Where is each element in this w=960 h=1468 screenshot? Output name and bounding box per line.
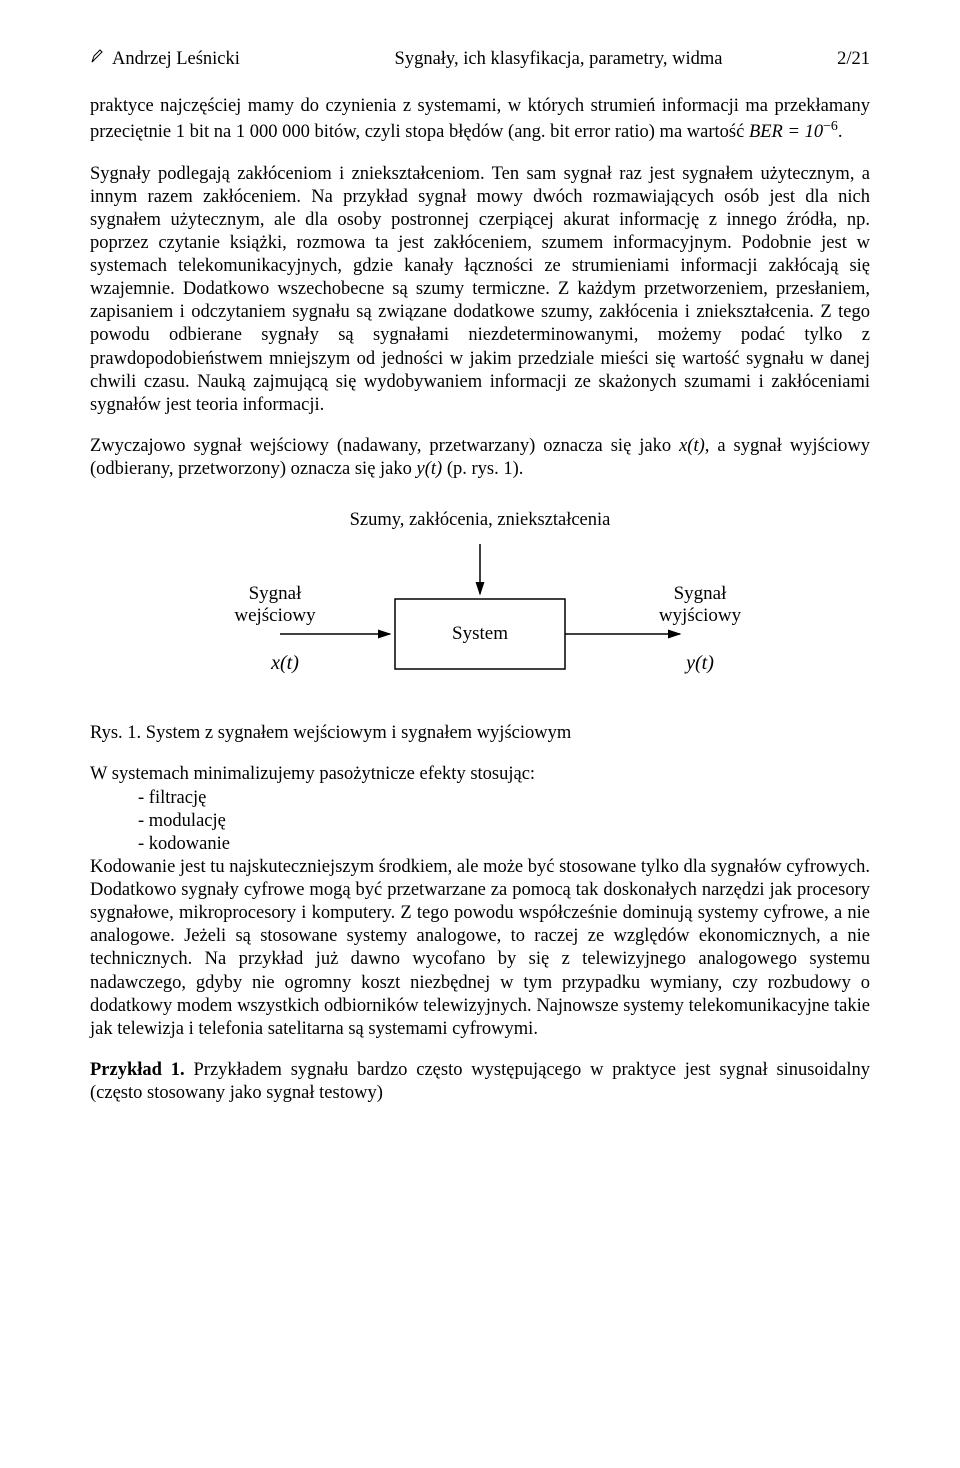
header-page-number: 2/21 xyxy=(837,48,870,71)
paragraph-3: Zwyczajowo sygnał wejściowy (nadawany, p… xyxy=(90,435,870,481)
author-name: Andrzej Leśnicki xyxy=(112,48,240,71)
page: Andrzej Leśnicki Sygnały, ich klasyfikac… xyxy=(0,0,960,1183)
para3-x: x(t) xyxy=(679,436,705,456)
para3-y: y(t) xyxy=(417,459,443,479)
figure-caption: Rys. 1. System z sygnałem wejściowym i s… xyxy=(90,722,870,745)
para4-intro: W systemach minimalizujemy pasożytnicze … xyxy=(90,763,870,786)
list-item-modulation: - modulację xyxy=(138,810,870,833)
list-item-filter: - filtrację xyxy=(138,787,870,810)
diagram-svg: System Sygnał wejściowy x(t) Sygnał wyjś… xyxy=(190,544,770,694)
para1-math: BER = 10 xyxy=(749,122,823,142)
system-diagram: Szumy, zakłócenia, zniekształcenia Syste… xyxy=(190,509,770,694)
methods-list: - filtrację - modulację - kodowanie xyxy=(90,787,870,856)
para3-text-c: (p. rys. 1). xyxy=(442,459,523,479)
para4-rest: Kodowanie jest tu najskuteczniejszym śro… xyxy=(90,856,870,1041)
para5-rest: Przykładem sygnału bardzo często występu… xyxy=(90,1060,870,1103)
paragraph-2: Sygnały podlegają zakłóceniom i zniekszt… xyxy=(90,163,870,417)
para2-text: Sygnały podlegają zakłóceniom i zniekszt… xyxy=(90,163,870,417)
output-label-2: wyjściowy xyxy=(659,605,742,626)
page-header: Andrzej Leśnicki Sygnały, ich klasyfikac… xyxy=(90,48,870,71)
diagram-top-label: Szumy, zakłócenia, zniekształcenia xyxy=(190,509,770,532)
input-label-2: wejściowy xyxy=(234,605,316,626)
output-label-1: Sygnał xyxy=(674,583,728,604)
paragraph-4: W systemach minimalizujemy pasożytnicze … xyxy=(90,763,870,1041)
paragraph-5: Przykład 1. Przykładem sygnału bardzo cz… xyxy=(90,1059,870,1105)
para1-exp: −6 xyxy=(823,119,838,134)
header-title: Sygnały, ich klasyfikacja, parametry, wi… xyxy=(280,48,837,71)
input-symbol: x(t) xyxy=(270,652,299,674)
pencil-icon xyxy=(90,48,106,71)
paragraph-1: praktyce najczęściej mamy do czynienia z… xyxy=(90,95,870,144)
output-symbol: y(t) xyxy=(684,652,714,674)
para1-text-b: . xyxy=(838,122,843,142)
example-label: Przykład 1. xyxy=(90,1060,185,1080)
para3-text-a: Zwyczajowo sygnał wejściowy (nadawany, p… xyxy=(90,436,679,456)
system-box-label: System xyxy=(452,623,508,644)
list-item-coding: - kodowanie xyxy=(138,833,870,856)
input-label-1: Sygnał xyxy=(249,583,303,604)
header-left: Andrzej Leśnicki xyxy=(90,48,240,71)
